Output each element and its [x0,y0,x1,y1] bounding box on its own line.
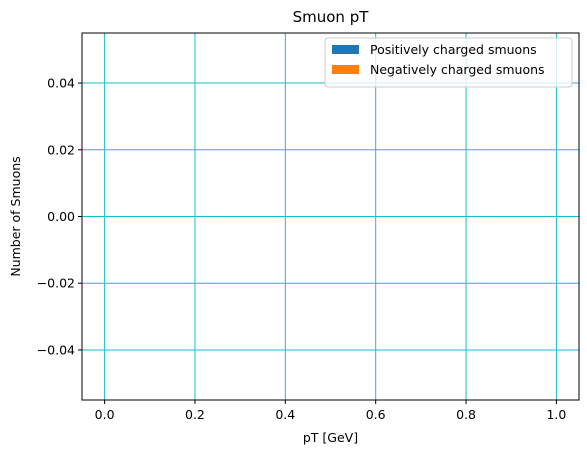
legend: Positively charged smuons Negatively cha… [324,37,573,88]
x-tick-label: 0.4 [275,407,295,422]
y-axis-ticks: −0.04 −0.02 0.00 0.02 0.04 [37,76,82,357]
y-tick-label: −0.02 [37,276,75,291]
x-tick-label: 0.6 [366,407,386,422]
x-tick-label: 1.0 [546,407,566,422]
legend-swatch-positive [332,45,359,54]
legend-label-positive: Positively charged smuons [370,42,537,57]
y-tick-label: 0.00 [47,209,75,224]
y-tick-label: 0.04 [47,76,75,91]
x-axis-label: pT [GeV] [303,430,358,445]
legend-label-negative: Negatively charged smuons [370,62,545,77]
plot-area-frame [81,32,580,401]
x-tick-label: 0.8 [456,407,476,422]
x-axis-ticks: 0.0 0.2 0.4 0.6 0.8 1.0 [95,400,566,422]
y-axis-label: Number of Smuons [8,156,23,276]
y-tick-label: 0.02 [47,142,75,157]
x-tick-label: 0.2 [185,407,205,422]
grid-lines [82,33,579,400]
x-tick-label: 0.0 [95,407,115,422]
chart-title: Smuon pT [293,8,370,26]
y-tick-label: −0.04 [37,342,75,357]
legend-swatch-negative [332,65,359,74]
legend-box [324,37,573,88]
